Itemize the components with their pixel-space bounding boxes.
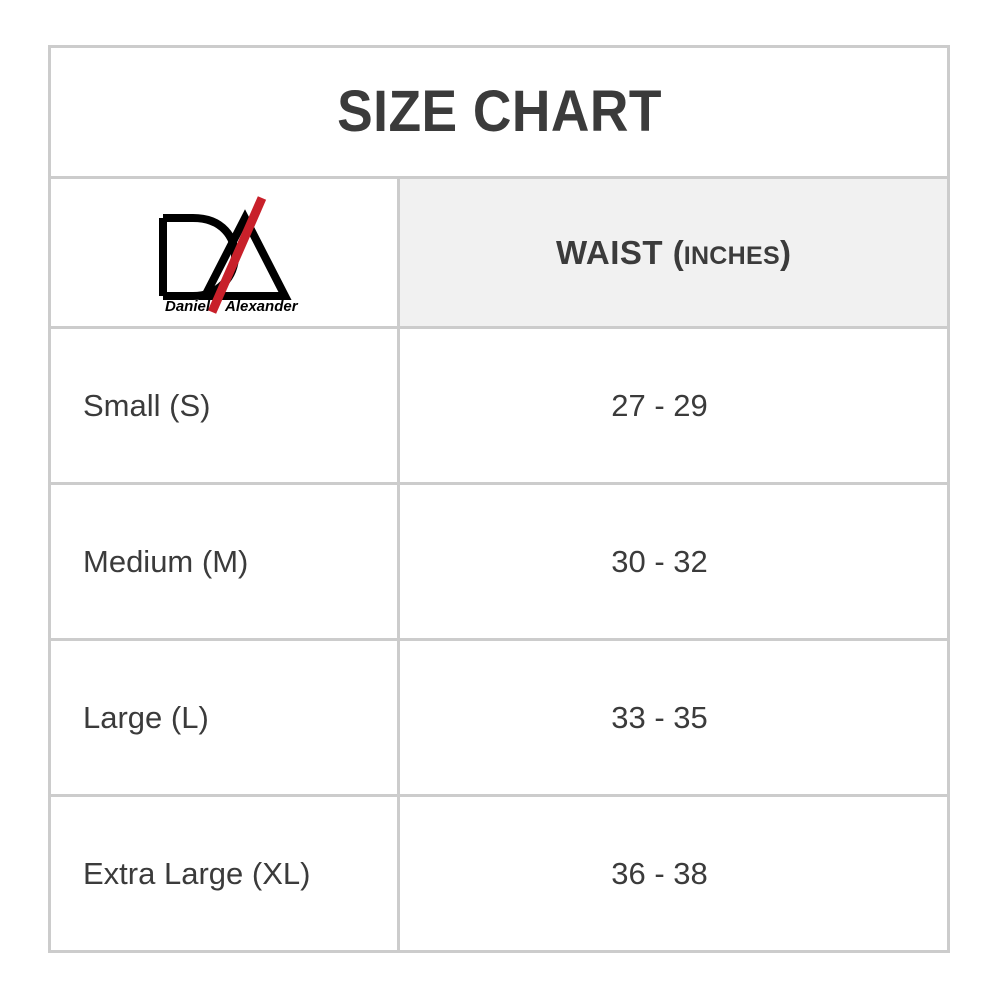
cell-waist-value: 27 - 29 [400, 329, 947, 482]
cell-size-name: Large (L) [51, 641, 400, 794]
table-body: Small (S) 27 - 29 Medium (M) 30 - 32 Lar… [51, 329, 947, 950]
brand-wordmark-first: Daniel [165, 298, 211, 314]
cell-size-name: Small (S) [51, 329, 400, 482]
table-row: Large (L) 33 - 35 [51, 641, 947, 797]
brand-logo: Daniel Alexander [149, 192, 299, 314]
brand-wordmark-last: Alexander [224, 298, 299, 314]
waist-value: 27 - 29 [611, 388, 708, 423]
table-header-row: Daniel Alexander WAIST (INCHES) [51, 179, 947, 329]
waist-value: 36 - 38 [611, 856, 708, 891]
column-header-waist-text: WAIST [556, 234, 664, 271]
column-header-unit-text: INCHES [683, 242, 780, 270]
page-title: SIZE CHART [336, 79, 662, 144]
size-label: Medium (M) [83, 544, 249, 579]
table-title-row: SIZE CHART [51, 48, 947, 179]
brand-logo-icon: Daniel Alexander [159, 195, 299, 314]
header-cell-brand-logo: Daniel Alexander [51, 179, 400, 326]
size-chart-table: SIZE CHART Daniel Alexander [48, 45, 950, 953]
table-row: Extra Large (XL) 36 - 38 [51, 797, 947, 950]
waist-value: 30 - 32 [611, 544, 708, 579]
column-header-unit-open: ( [672, 234, 684, 271]
waist-value: 33 - 35 [611, 700, 708, 735]
table-row: Medium (M) 30 - 32 [51, 485, 947, 641]
header-cell-waist: WAIST (INCHES) [400, 179, 947, 326]
size-label: Small (S) [83, 388, 211, 423]
cell-size-name: Extra Large (XL) [51, 797, 400, 950]
cell-waist-value: 36 - 38 [400, 797, 947, 950]
size-label: Large (L) [83, 700, 209, 735]
cell-waist-value: 33 - 35 [400, 641, 947, 794]
cell-waist-value: 30 - 32 [400, 485, 947, 638]
table-row: Small (S) 27 - 29 [51, 329, 947, 485]
column-header-waist: WAIST (INCHES) [556, 236, 791, 269]
cell-size-name: Medium (M) [51, 485, 400, 638]
column-header-unit-close: ) [779, 234, 791, 271]
size-label: Extra Large (XL) [83, 856, 311, 891]
